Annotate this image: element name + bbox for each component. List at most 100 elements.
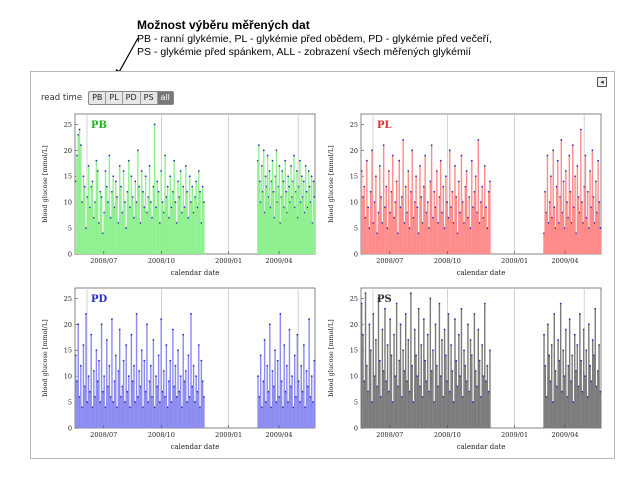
- data-point: [386, 227, 389, 229]
- data-point: [378, 164, 381, 167]
- data-point: [157, 354, 160, 357]
- data-point: [96, 170, 99, 172]
- data-point: [544, 364, 547, 367]
- data-point: [113, 380, 116, 383]
- data-point: [563, 227, 566, 229]
- data-point: [200, 221, 203, 224]
- option-all-button[interactable]: all: [157, 92, 173, 104]
- data-point: [421, 395, 424, 398]
- data-point: [463, 349, 465, 352]
- data-point: [558, 221, 560, 224]
- y-tick-label: 15: [350, 173, 358, 181]
- data-point: [558, 359, 561, 362]
- data-point: [162, 211, 165, 214]
- data-point: [118, 164, 121, 167]
- data-point: [433, 190, 436, 193]
- read-time-segmented-control: PB PL PD PS all: [88, 91, 174, 105]
- data-point: [455, 359, 458, 362]
- data-point: [201, 380, 204, 383]
- option-ps-button[interactable]: PS: [141, 92, 158, 104]
- data-point: [99, 401, 102, 403]
- data-point: [147, 401, 150, 403]
- data-point: [376, 232, 379, 235]
- data-point: [409, 292, 412, 295]
- data-point: [589, 364, 592, 367]
- data-point: [555, 185, 558, 188]
- data-point: [454, 164, 456, 167]
- data-point: [287, 175, 290, 178]
- data-point: [133, 216, 135, 219]
- data-point: [305, 190, 308, 193]
- data-point: [599, 227, 602, 229]
- data-point: [465, 170, 468, 172]
- data-point: [302, 180, 305, 183]
- data-point: [376, 385, 379, 388]
- data-point: [134, 401, 137, 403]
- data-point: [76, 380, 78, 383]
- data-point: [170, 401, 173, 403]
- data-point: [143, 359, 146, 362]
- data-point: [580, 359, 583, 362]
- data-point: [566, 201, 568, 204]
- data-point: [187, 354, 190, 357]
- data-point: [263, 338, 266, 341]
- data-point: [407, 170, 410, 172]
- data-point: [305, 370, 308, 372]
- data-point: [139, 221, 142, 224]
- manipulate-panel: ◂ read time PB PL PD PS all 0 5 10 15 20 25 20…: [30, 71, 615, 459]
- data-point: [266, 364, 269, 367]
- y-tick-label: 25: [350, 295, 358, 303]
- data-point: [588, 227, 590, 229]
- data-point: [155, 206, 157, 209]
- data-point: [193, 401, 196, 403]
- data-point: [131, 380, 134, 383]
- data-point: [460, 307, 463, 310]
- option-pb-button[interactable]: PB: [89, 92, 107, 104]
- data-point: [148, 164, 151, 167]
- data-point: [596, 370, 599, 372]
- data-point: [199, 190, 201, 193]
- option-pl-button[interactable]: PL: [106, 92, 123, 104]
- x-tick-label: 2009/01: [215, 257, 242, 265]
- y-tick-label: 5: [354, 399, 358, 407]
- data-point: [389, 211, 392, 214]
- data-point: [594, 307, 597, 310]
- data-point: [567, 216, 570, 219]
- data-point: [578, 313, 581, 315]
- data-point: [178, 196, 181, 198]
- data-point: [168, 380, 170, 383]
- data-point: [571, 354, 574, 357]
- data-point: [155, 375, 157, 378]
- data-point: [485, 206, 487, 209]
- data-point: [283, 344, 286, 346]
- data-point: [288, 185, 291, 188]
- data-point: [265, 401, 267, 403]
- data-point: [406, 380, 408, 383]
- panel-options-icon[interactable]: ◂: [597, 77, 607, 87]
- data-point: [76, 154, 78, 157]
- data-point: [125, 344, 128, 346]
- option-pd-button[interactable]: PD: [123, 92, 141, 104]
- data-point: [296, 170, 298, 172]
- data-point: [591, 338, 594, 341]
- data-point: [377, 297, 380, 300]
- data-point: [446, 380, 449, 383]
- data-point: [307, 170, 310, 172]
- data-point: [435, 364, 438, 367]
- data-point: [153, 123, 156, 126]
- data-point: [101, 232, 104, 235]
- data-point: [90, 333, 93, 336]
- data-point: [100, 323, 103, 326]
- data-point: [152, 185, 155, 188]
- data-point: [186, 190, 189, 193]
- data-point: [487, 190, 490, 193]
- data-point: [130, 175, 133, 178]
- data-point: [164, 154, 166, 157]
- data-point: [168, 216, 170, 219]
- data-point: [381, 328, 384, 331]
- data-point: [364, 216, 367, 219]
- data-point: [429, 180, 432, 183]
- data-point: [360, 170, 363, 172]
- data-point: [282, 180, 285, 183]
- data-point: [299, 401, 301, 403]
